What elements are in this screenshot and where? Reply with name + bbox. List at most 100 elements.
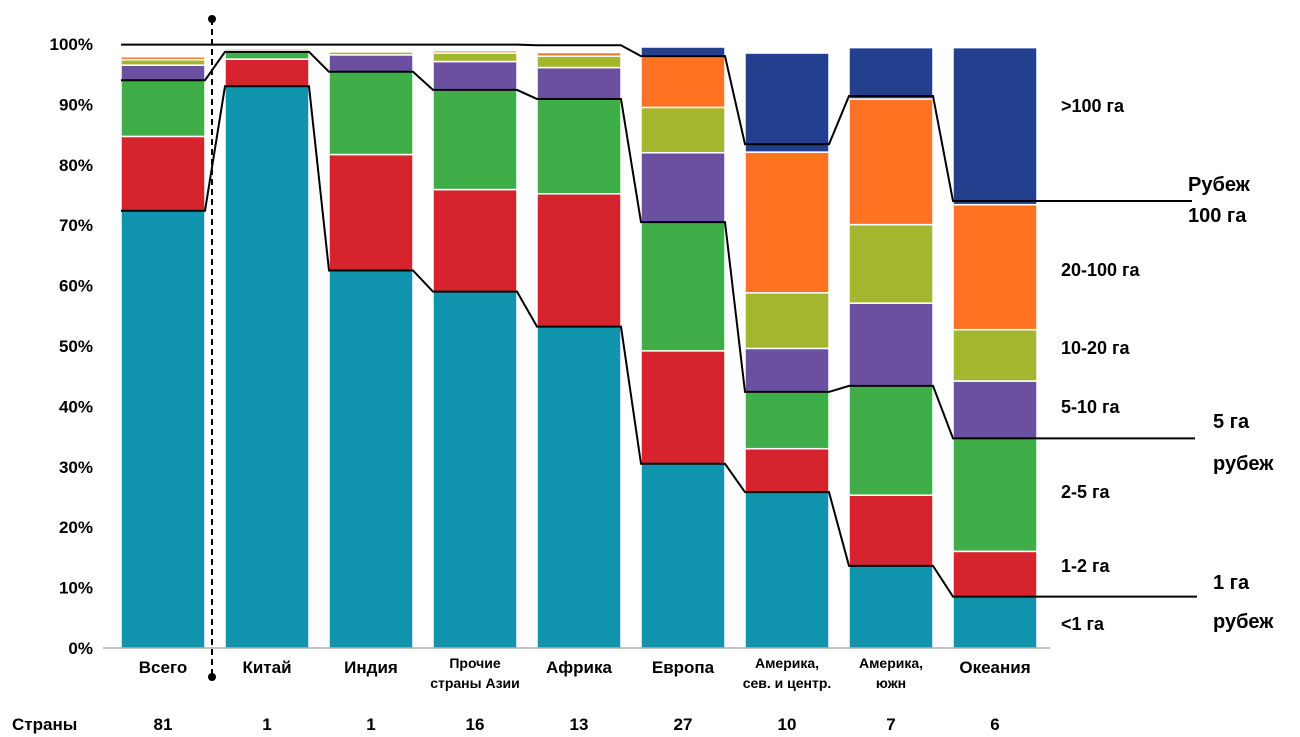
x-tick-label: южн	[876, 675, 906, 691]
country-count: 27	[674, 715, 693, 734]
y-tick-label: 30%	[59, 458, 93, 477]
bar-segment	[536, 98, 622, 195]
bar-segment	[744, 491, 830, 649]
bars	[120, 46, 1038, 649]
legend: >100 га 20-100 га 10-20 га 5-10 га 2-5 га 1-2…	[1061, 96, 1141, 634]
x-tick-label: Индия	[344, 658, 398, 677]
divider-top-dot	[208, 15, 216, 23]
legend-entry: 20-100 га	[1061, 260, 1141, 280]
bar-segment	[848, 46, 934, 100]
bar-segment	[432, 60, 518, 91]
y-tick-label: 60%	[59, 277, 93, 296]
bar-segment	[744, 292, 830, 350]
country-count: 13	[570, 715, 589, 734]
bar-segment	[224, 58, 310, 88]
bar-segment	[536, 325, 622, 649]
x-tick-label: Африка	[546, 658, 612, 677]
divider-bottom-dot	[208, 673, 216, 681]
x-tick-label: Америка,	[755, 655, 819, 671]
threshold-label: 100 га	[1188, 205, 1247, 227]
bar-segment	[640, 463, 726, 649]
country-count: 16	[466, 715, 485, 734]
y-tick-label: 20%	[59, 518, 93, 537]
countries-row-label: Страны	[12, 715, 77, 734]
threshold-label: 5 га	[1213, 411, 1250, 433]
bar-segment	[328, 49, 414, 53]
threshold-label: 1 га	[1213, 572, 1250, 594]
countries-row: Страны 81 1 1 16 13 27 10 7 6	[12, 715, 1000, 734]
bar-segment	[328, 71, 414, 156]
country-count: 7	[886, 715, 895, 734]
bar-segment	[952, 328, 1038, 382]
bar-segment	[848, 494, 934, 567]
threshold-line	[121, 85, 1197, 598]
bar-segment	[848, 565, 934, 649]
threshold-label: Рубеж	[1188, 174, 1251, 196]
legend-entry: 2-5 га	[1061, 482, 1111, 502]
y-tick-label: 100%	[50, 35, 93, 54]
bar-segment	[432, 89, 518, 191]
threshold-labels: Рубеж 100 га 5 га рубеж 1 га рубеж	[1188, 174, 1274, 633]
bar-segment	[432, 52, 518, 63]
bar-segment	[952, 437, 1038, 553]
legend-entry: 1-2 га	[1061, 556, 1111, 576]
bar-segment	[744, 447, 830, 493]
bar-segment	[432, 290, 518, 649]
bar-segment	[120, 79, 206, 138]
bar-segment	[120, 135, 206, 212]
bar-segment	[744, 151, 830, 294]
bar-segment	[848, 98, 934, 226]
bar-segment	[224, 47, 310, 51]
bar-segment	[640, 55, 726, 109]
bar-segment	[536, 66, 622, 100]
bar-segment	[848, 385, 934, 496]
bar-segment	[640, 46, 726, 57]
bar-segment	[640, 350, 726, 465]
x-tick-label: Европа	[652, 658, 715, 677]
country-count: 10	[778, 715, 797, 734]
bar-segment	[744, 52, 830, 153]
bar-segment	[952, 550, 1038, 598]
bar-segment	[848, 223, 934, 304]
country-count: 81	[154, 715, 173, 734]
threshold-lines	[121, 43, 1197, 598]
bar-segment	[120, 58, 206, 66]
bar-segment	[848, 302, 934, 387]
bar-segment	[952, 203, 1038, 331]
bar-segment	[744, 347, 830, 393]
legend-entry: 5-10 га	[1061, 397, 1121, 417]
bar-segment	[224, 85, 310, 649]
bar-segment	[432, 49, 518, 52]
y-tick-label: 40%	[59, 397, 93, 416]
bar-segment	[536, 193, 622, 328]
x-tick-label: Китай	[242, 658, 291, 677]
bar-segment	[432, 188, 518, 293]
bar-segment	[328, 54, 414, 73]
bar-segment	[952, 595, 1038, 649]
bar-segment	[640, 151, 726, 223]
x-tick-label: сев. и центр.	[743, 675, 832, 691]
bar-segment	[536, 55, 622, 69]
bar-segment	[744, 391, 830, 450]
x-tick-label: Америка,	[859, 655, 923, 671]
country-count: 6	[990, 715, 999, 734]
legend-entry: 10-20 га	[1061, 338, 1131, 358]
y-tick-label: 50%	[59, 337, 93, 356]
country-count: 1	[366, 715, 375, 734]
y-axis: 0% 10% 20% 30% 40% 50% 60% 70% 80% 90% 100%	[50, 35, 93, 658]
legend-entry: >100 га	[1061, 96, 1125, 116]
bar-segment	[536, 50, 622, 54]
bar-segment	[224, 51, 310, 60]
y-tick-label: 10%	[59, 579, 93, 598]
bar-segment	[328, 153, 414, 272]
bar-segment	[120, 209, 206, 649]
bar-segment	[952, 46, 1038, 206]
threshold-label: рубеж	[1213, 453, 1274, 475]
threshold-line	[121, 43, 1192, 203]
y-tick-label: 90%	[59, 95, 93, 114]
bar-segment	[120, 55, 206, 58]
bar-segment	[640, 106, 726, 154]
bar-segment	[640, 221, 726, 352]
bar-segment	[328, 269, 414, 649]
